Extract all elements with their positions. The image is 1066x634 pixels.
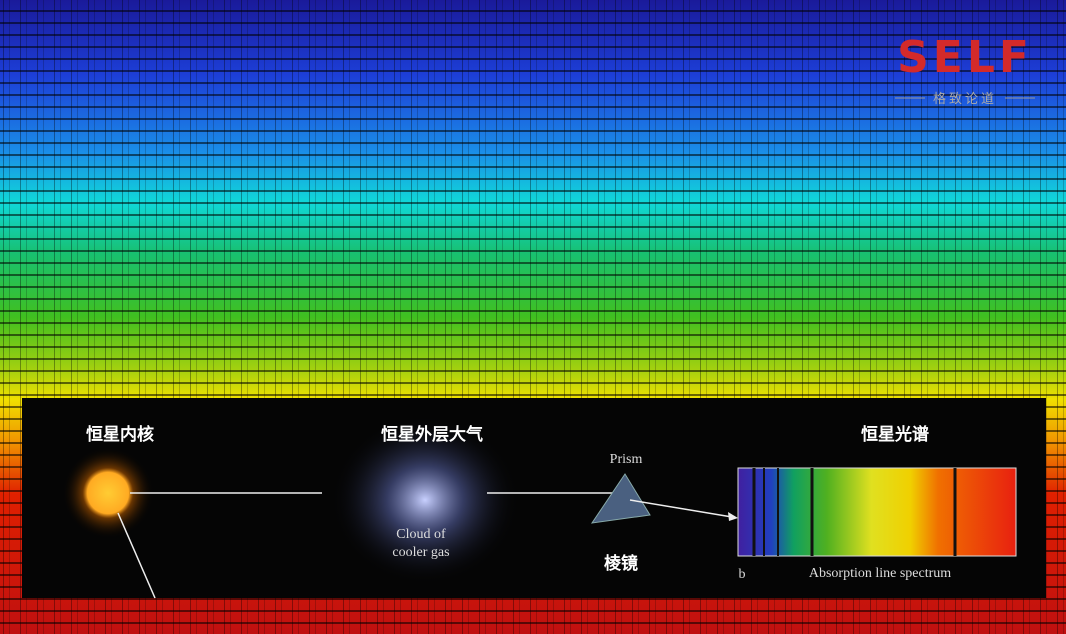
spectrum-caption: Absorption line spectrum bbox=[809, 566, 951, 581]
gas-cloud bbox=[330, 415, 520, 585]
logo-subtitle: 格致论道 bbox=[933, 91, 997, 107]
prism-label: Prism bbox=[610, 452, 643, 467]
cloud-label: Cloud of bbox=[396, 527, 446, 542]
absorption-lines bbox=[752, 468, 957, 556]
atmosphere-label: 恒星外层大气 bbox=[381, 424, 483, 445]
spectrum-label: 恒星光谱 bbox=[861, 424, 929, 445]
light-ray bbox=[117, 512, 156, 599]
prism-label-cn: 棱镜 bbox=[604, 553, 638, 574]
cloud-label: cooler gas bbox=[392, 545, 449, 560]
star-core bbox=[62, 447, 154, 539]
logo-title: SELF bbox=[897, 32, 1033, 83]
light-ray bbox=[629, 499, 733, 518]
panel-letter: b bbox=[739, 567, 746, 582]
spectrum bbox=[737, 467, 1017, 557]
prism bbox=[590, 473, 651, 524]
core-label: 恒星内核 bbox=[86, 424, 154, 445]
arrow-head bbox=[728, 512, 738, 521]
